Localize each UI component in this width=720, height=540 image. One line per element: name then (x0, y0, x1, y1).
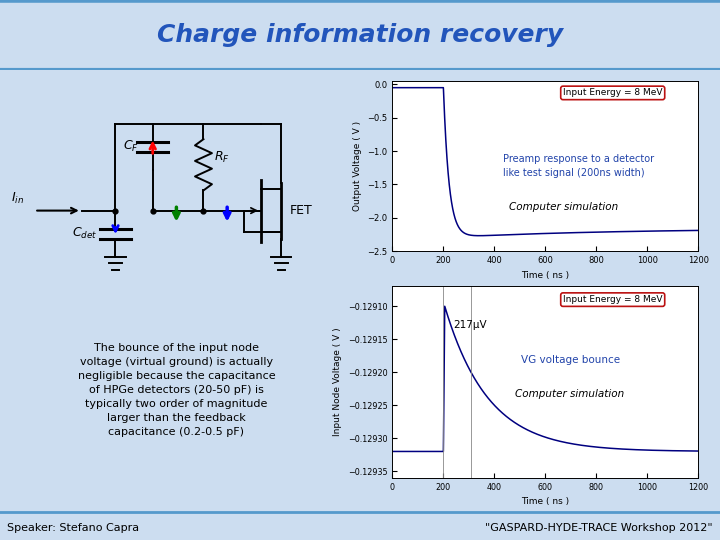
Y-axis label: Output Voltage ( V ): Output Voltage ( V ) (353, 121, 362, 211)
Text: 217μV: 217μV (454, 320, 487, 329)
Text: Input Energy = 8 MeV: Input Energy = 8 MeV (563, 295, 662, 304)
Text: $C_{det}$: $C_{det}$ (72, 226, 98, 241)
Text: Speaker: Stefano Capra: Speaker: Stefano Capra (7, 523, 140, 532)
Text: $R_F$: $R_F$ (214, 150, 230, 165)
Text: Computer simulation: Computer simulation (515, 389, 624, 400)
Text: Input Energy = 8 MeV: Input Energy = 8 MeV (563, 89, 662, 97)
Text: Preamp response to a detector
like test signal (200ns width): Preamp response to a detector like test … (503, 154, 654, 178)
X-axis label: Time ( ns ): Time ( ns ) (521, 271, 570, 280)
Text: $C_F$: $C_F$ (123, 139, 139, 154)
Y-axis label: Input Node Voltage ( V ): Input Node Voltage ( V ) (333, 328, 342, 436)
Text: FET: FET (290, 204, 313, 217)
Text: $I_{in}$: $I_{in}$ (11, 191, 24, 206)
Text: "GASPARD-HYDE-TRACE Workshop 2012": "GASPARD-HYDE-TRACE Workshop 2012" (485, 523, 713, 532)
Text: Computer simulation: Computer simulation (508, 202, 618, 212)
Text: The bounce of the input node
voltage (virtual ground) is actually
negligible bec: The bounce of the input node voltage (vi… (78, 343, 275, 437)
X-axis label: Time ( ns ): Time ( ns ) (521, 497, 570, 507)
Text: VG voltage bounce: VG voltage bounce (521, 355, 620, 365)
Text: Charge information recovery: Charge information recovery (157, 23, 563, 47)
